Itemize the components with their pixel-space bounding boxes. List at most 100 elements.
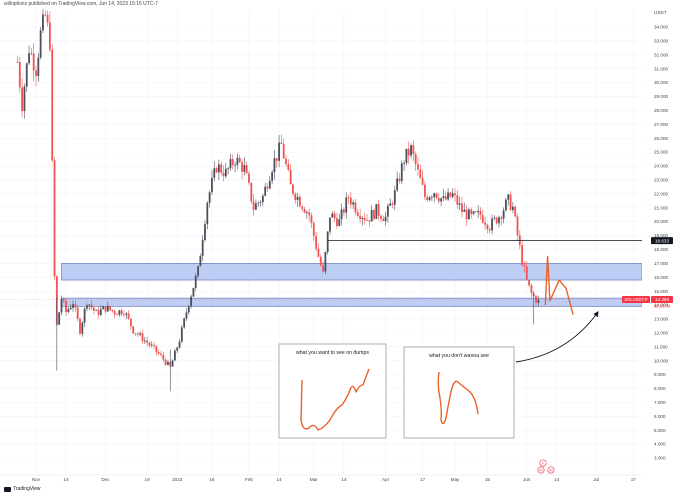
- candle-body: [204, 224, 206, 240]
- candle-body: [329, 217, 331, 232]
- pointer-arrow: [515, 311, 599, 363]
- candle-body: [449, 192, 452, 197]
- candle-body: [180, 327, 183, 342]
- x-tick-label: 16: [209, 477, 215, 482]
- candle-body: [257, 202, 260, 204]
- candle-body: [201, 239, 204, 257]
- candle-body: [493, 217, 496, 219]
- y-tick-label: 19.000: [654, 233, 668, 238]
- candle-body: [132, 326, 135, 334]
- event-marker-3[interactable]: [547, 466, 555, 474]
- candle-body: [229, 159, 232, 169]
- candle-body: [398, 178, 401, 182]
- candle-body: [25, 63, 28, 87]
- candle-body: [241, 162, 243, 172]
- candle-body: [23, 86, 26, 111]
- y-tick-label: 8.000: [654, 386, 666, 391]
- candle-body: [111, 309, 114, 312]
- candle-body: [421, 178, 424, 185]
- candle-body: [211, 177, 213, 193]
- candle-body: [384, 216, 387, 221]
- candle-body: [65, 301, 67, 313]
- candle-body: [171, 360, 174, 367]
- y-tick-label: 24.000: [654, 164, 668, 169]
- candle-body: [174, 350, 176, 361]
- candle-body: [486, 224, 489, 230]
- candle-body: [35, 70, 37, 77]
- candle-body: [194, 275, 197, 288]
- candle-body: [143, 340, 146, 342]
- candle-body: [167, 361, 169, 365]
- event-marker-2[interactable]: [537, 466, 545, 474]
- y-tick-label: 11.000: [654, 344, 668, 349]
- candle-body: [472, 211, 475, 214]
- annotation-box-want-frame: [278, 343, 387, 439]
- candle-body: [412, 145, 415, 155]
- candle-body: [222, 172, 225, 177]
- candle-body: [354, 202, 357, 213]
- y-tick-label: 5.000: [654, 428, 666, 433]
- candle-body: [525, 266, 528, 280]
- candle-body: [67, 309, 70, 313]
- candle-body: [118, 310, 121, 315]
- candle-body: [125, 313, 128, 315]
- candle-body: [461, 203, 463, 212]
- candle-body: [81, 322, 84, 334]
- candle-body: [148, 342, 151, 346]
- event-marker-1[interactable]: [539, 459, 547, 467]
- resistance-price-tag-bg: [651, 237, 673, 245]
- candle-body: [155, 345, 158, 353]
- candle-body: [190, 296, 193, 306]
- candle-body: [271, 172, 274, 181]
- candle-body: [208, 192, 211, 203]
- candle-body: [238, 157, 241, 163]
- candle-body: [32, 53, 35, 71]
- candle-body: [368, 220, 371, 222]
- current-price-tag-bg: [651, 296, 673, 304]
- candle-body: [516, 216, 519, 236]
- candle-body: [215, 168, 218, 173]
- candle-body: [53, 160, 56, 277]
- candle-body: [28, 53, 30, 64]
- candle-body: [51, 49, 54, 161]
- candle-body: [280, 142, 283, 145]
- candle-body: [224, 168, 227, 177]
- candle-body: [245, 165, 248, 174]
- candle-body: [153, 344, 155, 346]
- candle-body: [146, 340, 149, 343]
- candle-body: [458, 203, 461, 205]
- y-tick-label: 20.000: [654, 219, 668, 224]
- candle-body: [442, 196, 445, 199]
- candle-body: [437, 197, 440, 202]
- candle-body: [106, 306, 109, 312]
- candle-body: [185, 312, 188, 319]
- candle-body: [326, 231, 329, 253]
- candle-body: [474, 211, 477, 213]
- candle-body: [74, 304, 77, 308]
- candle-body: [380, 215, 382, 219]
- y-tick-label: 28.000: [654, 108, 668, 113]
- y-tick-label: 30.000: [654, 80, 668, 85]
- candle-body: [407, 148, 410, 156]
- candle-body: [331, 213, 334, 218]
- candle-body: [136, 333, 139, 335]
- y-tick-label: 29.000: [654, 94, 668, 99]
- y-tick-label: 9.000: [654, 372, 666, 377]
- candle-body: [468, 209, 470, 220]
- candle-body: [62, 298, 65, 302]
- x-tick-label: Jul: [593, 477, 599, 482]
- tradingview-logo[interactable]: TradingView: [4, 486, 41, 492]
- candles: [16, 9, 540, 392]
- y-tick-label: 3.000: [654, 456, 666, 461]
- candle-body: [373, 209, 375, 219]
- candle-body: [37, 57, 40, 77]
- candle-body: [410, 145, 412, 156]
- price-lines: [0, 240, 642, 315]
- candle-body: [528, 279, 530, 286]
- countdown-label: 08:24:09: [654, 304, 671, 309]
- candle-body: [199, 256, 202, 267]
- x-tick-label: 14: [64, 477, 70, 482]
- y-tick-label: 27.000: [654, 122, 668, 127]
- curve-want: [300, 368, 370, 431]
